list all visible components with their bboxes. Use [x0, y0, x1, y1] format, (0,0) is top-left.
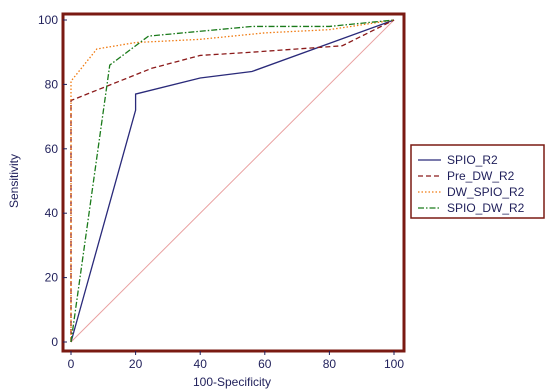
legend-label: DW_SPIO_R2: [447, 185, 525, 199]
y-tick-label: 80: [45, 77, 59, 91]
legend-label: SPIO_R2: [447, 153, 498, 167]
series-line-spio-r2: [70, 19, 395, 343]
x-tick-label: 40: [194, 357, 208, 371]
y-tick-label: 0: [51, 335, 58, 349]
x-tick-label: 60: [258, 357, 272, 371]
legend-label: SPIO_DW_R2: [447, 201, 525, 215]
x-axis-title: 100-Specificity: [193, 375, 271, 389]
series-line-spio-dw-r2: [70, 19, 395, 343]
legend-label: Pre_DW_R2: [447, 169, 515, 183]
series-line-pre-dw-r2: [70, 19, 395, 342]
legend: SPIO_R2 Pre_DW_R2 DW_SPIO_R2 SPIO_DW_R2: [410, 144, 545, 219]
legend-box: [410, 144, 545, 219]
x-tick-label: 80: [323, 357, 337, 371]
y-tick-label: 40: [45, 206, 59, 220]
x-tick-label: 100: [384, 357, 404, 371]
reference-diagonal-line: [70, 19, 395, 343]
y-tick-label: 100: [38, 13, 58, 27]
x-tick-label: 20: [129, 357, 143, 371]
plot-frame: [61, 12, 406, 353]
y-tick-label: 20: [45, 271, 59, 285]
x-tick-label: 0: [68, 357, 75, 371]
axes: 0 20 40 60 80 100 0 20 40 60 80 100: [38, 13, 404, 371]
plot-area: [70, 19, 395, 343]
y-axis-title: Sensitivity: [7, 154, 21, 208]
y-tick-label: 60: [45, 142, 59, 156]
